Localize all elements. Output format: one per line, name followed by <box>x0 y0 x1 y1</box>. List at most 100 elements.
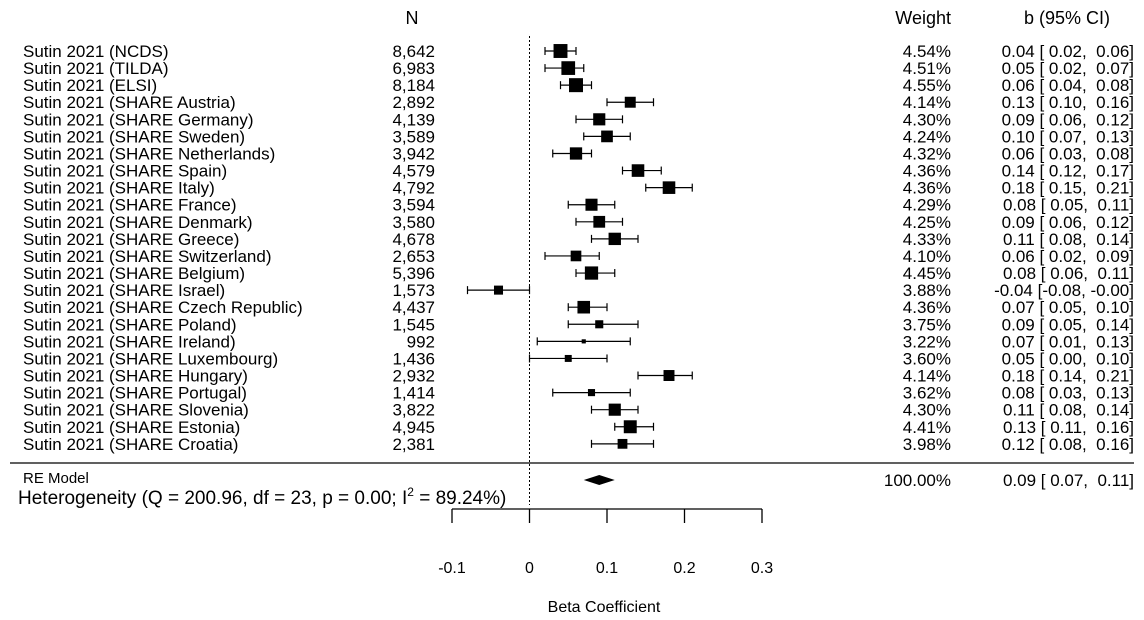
study-point-estimate <box>601 130 613 143</box>
study-row: Sutin 2021 (SHARE Spain) 4,579 4.36% 0.14 [… <box>23 162 1134 181</box>
study-row: Sutin 2021 (SHARE Italy) 4,792 4.36% 0.18 [… <box>23 179 1134 198</box>
study-label: Sutin 2021 (SHARE Ireland) <box>23 332 236 351</box>
study-weight: 4.30% <box>903 401 951 420</box>
study-ci-text: 0.18 [ 0.15, 0.21] <box>1002 179 1134 198</box>
study-n: 1,414 <box>392 384 435 403</box>
study-n: 4,945 <box>392 418 435 437</box>
heterogeneity-text: Heterogeneity (Q = 200.96, df = 23, p = … <box>18 485 506 509</box>
study-weight: 4.29% <box>903 196 951 215</box>
study-row: Sutin 2021 (SHARE Estonia) 4,945 4.41% 0.13… <box>23 418 1134 437</box>
study-point-estimate <box>662 181 676 194</box>
study-label: Sutin 2021 (TILDA) <box>23 59 169 78</box>
study-ci-text: 0.12 [ 0.08, 0.16] <box>1002 435 1134 454</box>
ci-column-header: b (95% CI) <box>1024 8 1110 28</box>
study-point-estimate <box>493 285 504 295</box>
weight-column-header: Weight <box>895 8 951 28</box>
heterogeneity-prefix: Heterogeneity (Q = 200.96, df = 23, p = … <box>18 488 407 509</box>
study-point-estimate <box>553 44 568 58</box>
study-ci-text: 0.07 [ 0.01, 0.13] <box>1002 332 1134 351</box>
heterogeneity-superscript: 2 <box>407 485 414 499</box>
study-weight: 4.14% <box>903 93 951 112</box>
study-label: Sutin 2021 (SHARE Austria) <box>23 93 236 112</box>
study-point-estimate <box>595 320 604 329</box>
study-weight: 3.98% <box>903 435 951 454</box>
study-n: 3,589 <box>392 127 435 146</box>
study-point-estimate <box>623 420 637 434</box>
study-weight: 4.32% <box>903 144 951 163</box>
study-label: Sutin 2021 (SHARE Greece) <box>23 230 239 249</box>
study-n: 992 <box>407 332 435 351</box>
study-label: Sutin 2021 (SHARE Sweden) <box>23 127 245 146</box>
study-n: 5,396 <box>392 264 435 283</box>
study-weight: 3.88% <box>903 281 951 300</box>
study-ci-text: 0.06 [ 0.03, 0.08] <box>1002 144 1134 163</box>
study-label: Sutin 2021 (SHARE Hungary) <box>23 367 248 386</box>
study-point-estimate <box>577 300 591 314</box>
summary-label: RE Model <box>23 470 89 487</box>
study-rows: Sutin 2021 (NCDS) 8,642 4.54% 0.04 [ 0.02, … <box>10 36 1134 505</box>
study-n: 6,983 <box>392 59 435 78</box>
study-weight: 4.24% <box>903 127 951 146</box>
study-n: 4,678 <box>392 230 435 249</box>
study-point-estimate <box>569 78 583 93</box>
study-ci-text: 0.08 [ 0.03, 0.13] <box>1002 384 1134 403</box>
heterogeneity-suffix: = 89.24%) <box>414 488 506 509</box>
study-point-estimate <box>593 215 606 228</box>
study-point-estimate <box>608 232 621 246</box>
study-ci-text: -0.04 [-0.08, -0.00] <box>994 281 1134 300</box>
study-label: Sutin 2021 (SHARE Spain) <box>23 162 227 181</box>
study-row: Sutin 2021 (SHARE Croatia) 2,381 3.98% 0.12… <box>23 435 1134 454</box>
summary-diamond <box>583 475 615 485</box>
study-label: Sutin 2021 (SHARE Portugal) <box>23 384 247 403</box>
study-ci-text: 0.11 [ 0.08, 0.14] <box>1003 401 1134 420</box>
study-weight: 4.55% <box>903 76 951 95</box>
study-point-estimate <box>570 250 582 262</box>
study-label: Sutin 2021 (SHARE Israel) <box>23 281 225 300</box>
study-point-estimate <box>585 198 598 211</box>
x-tick-label: 0.2 <box>673 560 695 577</box>
n-column-header: N <box>406 8 419 28</box>
study-n: 4,579 <box>392 162 435 181</box>
study-row: Sutin 2021 (SHARE Ireland) 992 3.22% 0.07 [… <box>23 332 1134 351</box>
study-n: 8,184 <box>392 76 435 95</box>
study-n: 3,594 <box>392 196 435 215</box>
study-row: Sutin 2021 (SHARE Portugal) 1,414 3.62% 0.0… <box>23 384 1134 403</box>
study-row: Sutin 2021 (ELSI) 8,184 4.55% 0.06 [ 0.04, … <box>23 76 1134 95</box>
study-point-estimate <box>581 339 586 344</box>
study-n: 3,580 <box>392 213 435 232</box>
study-point-estimate <box>608 403 621 416</box>
summary-row: RE Model 100.00% 0.09 [ 0.07, 0.11] Heterog… <box>18 470 1134 509</box>
study-point-estimate <box>564 354 572 362</box>
study-ci-text: 0.08 [ 0.05, 0.11] <box>1003 196 1134 215</box>
study-ci-text: 0.05 [ 0.02, 0.07] <box>1002 59 1134 78</box>
study-label: Sutin 2021 (SHARE Switzerland) <box>23 247 272 266</box>
study-n: 4,792 <box>392 179 435 198</box>
study-row: Sutin 2021 (SHARE Sweden) 3,589 4.24% 0.10 … <box>23 127 1134 146</box>
study-weight: 4.36% <box>903 162 951 181</box>
study-ci-text: 0.04 [ 0.02, 0.06] <box>1002 42 1134 61</box>
study-label: Sutin 2021 (SHARE Croatia) <box>23 435 238 454</box>
study-weight: 4.54% <box>903 42 951 61</box>
study-label: Sutin 2021 (SHARE France) <box>23 196 237 215</box>
summary-ci-text: 0.09 [ 0.07, 0.11] <box>1003 471 1134 490</box>
study-point-estimate <box>663 370 675 381</box>
study-n: 1,545 <box>392 315 435 334</box>
x-axis: -0.1 0 0.1 0.2 0.3 Beta Coefficient <box>438 508 773 616</box>
study-row: Sutin 2021 (SHARE Slovenia) 3,822 4.30% 0.1… <box>23 401 1134 420</box>
study-ci-text: 0.18 [ 0.14, 0.21] <box>1002 367 1134 386</box>
study-ci-text: 0.14 [ 0.12, 0.17] <box>1002 162 1134 181</box>
study-row: Sutin 2021 (SHARE Germany) 4,139 4.30% 0.09… <box>23 110 1134 129</box>
study-n: 8,642 <box>392 42 435 61</box>
study-label: Sutin 2021 (SHARE Belgium) <box>23 264 245 283</box>
study-n: 2,892 <box>392 93 435 112</box>
study-weight: 3.62% <box>903 384 951 403</box>
study-label: Sutin 2021 (SHARE Slovenia) <box>23 401 249 420</box>
study-ci-text: 0.09 [ 0.06, 0.12] <box>1002 213 1134 232</box>
study-n: 2,381 <box>392 435 435 454</box>
study-label: Sutin 2021 (SHARE Germany) <box>23 110 254 129</box>
study-weight: 4.41% <box>903 418 951 437</box>
study-weight: 4.36% <box>903 298 951 317</box>
study-n: 3,822 <box>392 401 435 420</box>
x-tick-label: 0.1 <box>596 560 618 577</box>
